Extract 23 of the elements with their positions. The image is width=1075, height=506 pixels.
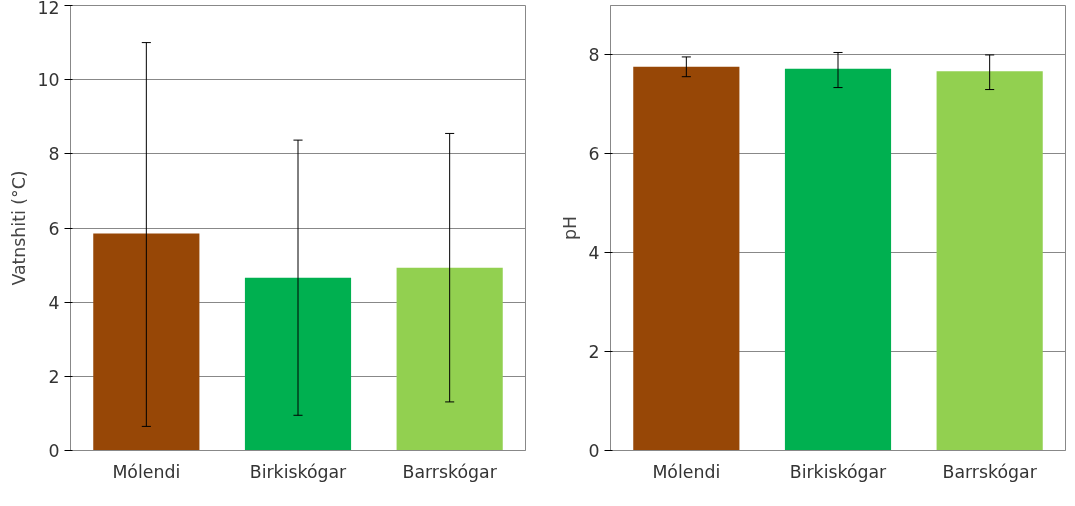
y-tick-label: 0: [48, 441, 60, 461]
x-tick-label: Birkiskógar: [249, 461, 348, 482]
y-tick-label: 8: [588, 45, 600, 66]
x-tick-label: Birkiskógar: [789, 461, 888, 482]
y-tick-label: 2: [48, 366, 60, 387]
x-tick-label: Mólendi: [112, 461, 181, 482]
y-tick-label: 2: [588, 342, 600, 363]
y-tick-label: 8: [48, 144, 60, 165]
y-tick-label: 4: [588, 243, 600, 264]
x-tick-label: Barrskógar: [402, 461, 498, 482]
bar: [93, 233, 200, 451]
y-tick-label: 6: [588, 144, 600, 165]
y-tick-label: 12: [37, 0, 60, 18]
y-tick-label: 6: [48, 218, 60, 239]
y-axis-title: Vatnshiti (°C): [9, 170, 30, 286]
x-tick-label: Barrskógar: [942, 461, 1038, 482]
bar: [244, 277, 352, 451]
y-axis-title: pH: [560, 215, 581, 241]
y-tick-label: 0: [588, 441, 600, 461]
y-tick-label: 10: [37, 70, 60, 91]
bar: [396, 267, 503, 451]
y-tick-label: 4: [48, 292, 60, 313]
x-tick-label: Mólendi: [652, 461, 721, 482]
